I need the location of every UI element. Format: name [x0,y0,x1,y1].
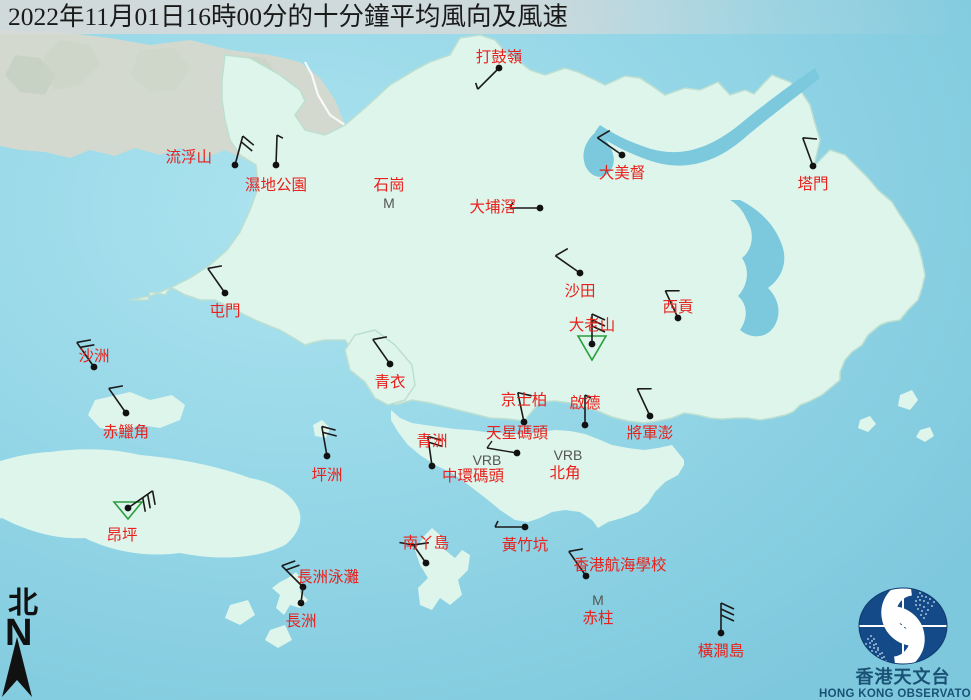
svg-text:沙洲: 沙洲 [78,348,109,365]
svg-text:坪洲: 坪洲 [311,466,342,484]
svg-text:青洲: 青洲 [416,432,447,450]
svg-text:石崗: 石崗 [373,176,404,194]
svg-text:沙田: 沙田 [564,283,595,300]
svg-text:2022年11月01日16時00分的十分鐘平均風向及風速: 2022年11月01日16時00分的十分鐘平均風向及風速 [8,2,568,31]
svg-text:大埔滘: 大埔滘 [469,198,516,216]
svg-text:香港天文台: 香港天文台 [855,666,951,687]
svg-text:北角: 北角 [549,464,580,482]
svg-text:VRB: VRB [473,452,502,468]
svg-text:將軍澎: 將軍澎 [627,424,674,442]
svg-text:天星碼頭: 天星碼頭 [486,424,549,442]
svg-text:中環碼頭: 中環碼頭 [442,467,505,485]
svg-text:香港航海學校: 香港航海學校 [573,555,666,574]
svg-text:濕地公園: 濕地公園 [245,176,307,194]
svg-text:赤柱: 赤柱 [582,609,613,627]
svg-text:M: M [592,592,604,608]
svg-text:VRB: VRB [554,447,583,463]
svg-text:長洲: 長洲 [285,613,316,630]
svg-text:打鼓嶺: 打鼓嶺 [476,48,523,66]
svg-text:HONG KONG OBSERVATORY: HONG KONG OBSERVATORY [819,688,971,700]
svg-text:京士柏: 京士柏 [501,391,548,409]
svg-text:黃竹坑: 黃竹坑 [502,536,549,554]
svg-text:昂坪: 昂坪 [106,526,137,544]
svg-text:啟德: 啟德 [569,394,600,412]
svg-text:塔門: 塔門 [797,175,828,193]
svg-text:流浮山: 流浮山 [165,148,212,166]
svg-text:M: M [383,195,395,211]
svg-text:西貢: 西貢 [662,299,693,316]
svg-text:大老山: 大老山 [569,316,616,334]
svg-text:南丫島: 南丫島 [403,534,450,552]
svg-text:大美督: 大美督 [599,164,646,182]
svg-text:長洲泳灘: 長洲泳灘 [297,568,359,586]
svg-text:青衣: 青衣 [374,373,405,391]
svg-text:赤鱲角: 赤鱲角 [103,423,150,441]
svg-text:橫澗島: 橫澗島 [698,642,745,660]
svg-text:屯門: 屯門 [209,302,240,320]
